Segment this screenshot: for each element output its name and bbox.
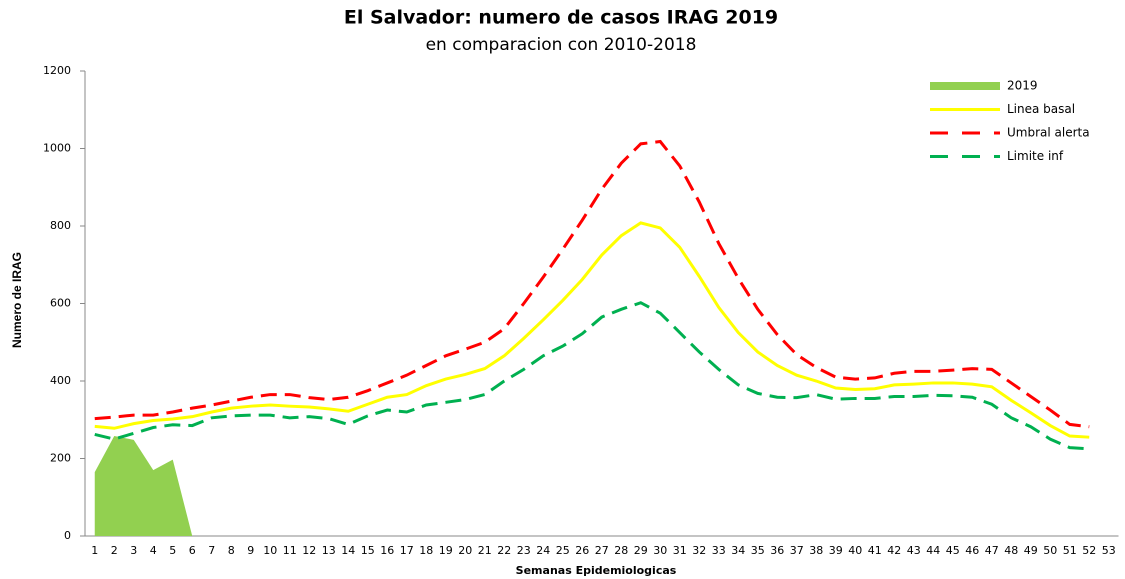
x-tick-label: 27 bbox=[595, 544, 609, 557]
x-tick-label: 42 bbox=[887, 544, 901, 557]
x-tick-label: 32 bbox=[692, 544, 706, 557]
x-tick-label: 33 bbox=[712, 544, 726, 557]
x-tick-label: 51 bbox=[1063, 544, 1077, 557]
line bbox=[94, 301, 1090, 451]
x-tick-label: 28 bbox=[614, 544, 628, 557]
x-tick-label: 12 bbox=[302, 544, 316, 557]
x-tick-label: 36 bbox=[770, 544, 784, 557]
x-tick-label: 23 bbox=[517, 544, 531, 557]
x-axis-label: Semanas Epidemiologicas bbox=[516, 564, 677, 577]
x-tick-label: 37 bbox=[790, 544, 804, 557]
y-tick-label: 600 bbox=[50, 297, 71, 310]
y-tick-label: 400 bbox=[50, 374, 71, 387]
x-tick-label: 10 bbox=[263, 544, 277, 557]
x-tick-label: 6 bbox=[189, 544, 196, 557]
y-tick-label: 200 bbox=[50, 452, 71, 465]
legend-label: 2019 bbox=[1007, 79, 1038, 93]
chart-subtitle: en comparacion con 2010-2018 bbox=[426, 35, 697, 55]
x-tick-label: 21 bbox=[478, 544, 492, 557]
x-tick-label: 30 bbox=[653, 544, 667, 557]
y-axis-label: Numero de IRAG bbox=[10, 252, 24, 348]
chart-title: El Salvador: numero de casos IRAG 2019 bbox=[344, 7, 778, 29]
x-tick-label: 11 bbox=[283, 544, 297, 557]
y-tick-label: 800 bbox=[50, 219, 71, 232]
x-tick-label: 3 bbox=[130, 544, 137, 557]
x-tick-label: 31 bbox=[673, 544, 687, 557]
line bbox=[94, 221, 1090, 439]
x-tick-label: 2 bbox=[111, 544, 118, 557]
x-tick-label: 44 bbox=[926, 544, 940, 557]
x-tick-label: 18 bbox=[419, 544, 433, 557]
x-tick-label: 53 bbox=[1102, 544, 1116, 557]
x-tick-label: 1 bbox=[91, 544, 98, 557]
x-tick-label: 52 bbox=[1082, 544, 1096, 557]
line bbox=[94, 139, 1090, 429]
x-tick-label: 34 bbox=[731, 544, 745, 557]
x-tick-label: 8 bbox=[228, 544, 235, 557]
area bbox=[94, 436, 193, 536]
x-tick-label: 25 bbox=[556, 544, 570, 557]
x-tick-label: 7 bbox=[208, 544, 215, 557]
y-tick-label: 1000 bbox=[43, 142, 71, 155]
legend-label: Limite inf bbox=[1007, 149, 1064, 163]
x-tick-label: 39 bbox=[829, 544, 843, 557]
legend-label: Linea basal bbox=[1007, 102, 1075, 116]
x-tick-label: 46 bbox=[965, 544, 979, 557]
y-tick-label: 0 bbox=[64, 529, 71, 542]
x-tick-label: 20 bbox=[458, 544, 472, 557]
x-tick-label: 24 bbox=[536, 544, 550, 557]
y-tick-label: 1200 bbox=[43, 64, 71, 77]
x-tick-label: 5 bbox=[169, 544, 176, 557]
x-tick-label: 50 bbox=[1043, 544, 1057, 557]
x-tick-label: 16 bbox=[380, 544, 394, 557]
x-tick-label: 40 bbox=[848, 544, 862, 557]
x-tick-label: 15 bbox=[361, 544, 375, 557]
x-tick-label: 38 bbox=[809, 544, 823, 557]
x-tick-label: 19 bbox=[439, 544, 453, 557]
x-tick-label: 48 bbox=[1004, 544, 1018, 557]
legend-swatch bbox=[930, 82, 1000, 90]
x-tick-label: 29 bbox=[634, 544, 648, 557]
x-tick-label: 4 bbox=[150, 544, 157, 557]
x-tick-label: 26 bbox=[575, 544, 589, 557]
x-tick-label: 35 bbox=[751, 544, 765, 557]
x-tick-label: 49 bbox=[1024, 544, 1038, 557]
x-tick-label: 43 bbox=[907, 544, 921, 557]
x-tick-label: 14 bbox=[341, 544, 355, 557]
x-tick-label: 45 bbox=[946, 544, 960, 557]
x-tick-label: 47 bbox=[985, 544, 999, 557]
x-tick-label: 9 bbox=[247, 544, 254, 557]
x-tick-label: 22 bbox=[497, 544, 511, 557]
x-tick-label: 17 bbox=[400, 544, 414, 557]
x-tick-label: 41 bbox=[868, 544, 882, 557]
x-tick-label: 13 bbox=[322, 544, 336, 557]
legend-label: Umbral alerta bbox=[1007, 126, 1090, 140]
